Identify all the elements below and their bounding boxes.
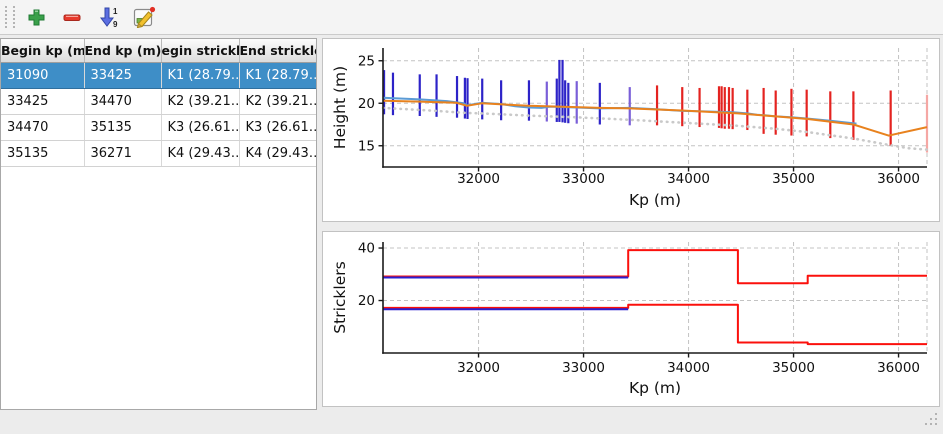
sort-numeric-down-icon: 1 9 xyxy=(97,6,119,28)
table-cell[interactable]: 33425 xyxy=(84,62,162,89)
y-axis-label: Stricklers xyxy=(331,261,349,333)
svg-text:9: 9 xyxy=(113,20,118,28)
tick-labels: 32000 33000 34000 35000 36000 15 20 25 xyxy=(358,53,920,187)
svg-text:35000: 35000 xyxy=(772,360,815,376)
stricklers-plot: 32000 33000 34000 35000 36000 20 40 Kp (m) Stric… xyxy=(331,241,928,397)
tick-marks xyxy=(378,60,900,172)
table-cell[interactable]: 34470 xyxy=(1,114,85,141)
svg-text:1: 1 xyxy=(113,7,118,16)
table-cell[interactable]: 36271 xyxy=(84,140,162,167)
table-cell[interactable]: 33425 xyxy=(1,88,85,115)
edit-document-icon xyxy=(132,6,156,28)
table-cell[interactable]: 34470 xyxy=(84,88,162,115)
table-row[interactable]: 31090 33425 K1 (28.79… K1 (28.79… xyxy=(1,62,316,89)
x-axis-label: Kp (m) xyxy=(629,379,681,397)
table-cell[interactable]: 35135 xyxy=(1,140,85,167)
table-cell[interactable]: K2 (39.21… xyxy=(239,88,316,115)
svg-text:35000: 35000 xyxy=(772,171,815,187)
tick-labels: 32000 33000 34000 35000 36000 20 40 xyxy=(358,241,920,376)
column-header-2[interactable]: egin strickle xyxy=(161,39,240,63)
table-cell[interactable]: K4 (29.43… xyxy=(161,140,240,167)
profile-line-orange xyxy=(382,99,928,137)
table-row[interactable]: 33425 34470 K2 (39.21… K2 (39.21… xyxy=(1,88,316,115)
column-header-3[interactable]: End strickler xyxy=(239,39,316,63)
sort-rows-button[interactable]: 1 9 xyxy=(95,4,121,30)
axes-spines xyxy=(382,242,927,354)
add-row-button[interactable] xyxy=(23,4,49,30)
tick-marks xyxy=(378,247,900,358)
column-header-0[interactable]: Begin kp (m) xyxy=(1,39,85,63)
table-row[interactable]: 35135 36271 K4 (29.43… K4 (29.43… xyxy=(1,140,316,167)
stricklers-chart: 32000 33000 34000 35000 36000 20 40 Kp (m) Stric… xyxy=(322,231,940,407)
svg-text:34000: 34000 xyxy=(667,171,710,187)
column-header-1[interactable]: End kp (m) xyxy=(84,39,162,63)
gridlines xyxy=(383,242,928,353)
plus-icon xyxy=(27,8,46,27)
edit-stricklers-button[interactable] xyxy=(131,4,157,30)
svg-text:32000: 32000 xyxy=(457,360,500,376)
svg-text:25: 25 xyxy=(358,53,375,69)
svg-text:20: 20 xyxy=(358,96,375,112)
height-profile-chart: 32000 33000 34000 35000 36000 15 20 25 Kp (m) Hei… xyxy=(322,38,940,222)
strickler-zones-table-panel: Begin kp (m)End kp (m)egin strickleEnd s… xyxy=(0,38,317,410)
axes-spines xyxy=(382,48,927,168)
table-row[interactable]: 34470 35135 K3 (26.61… K3 (26.61… xyxy=(1,114,316,141)
strickler-major-bed-red xyxy=(383,303,927,346)
table-cell[interactable]: 35135 xyxy=(84,114,162,141)
svg-text:15: 15 xyxy=(358,138,375,154)
resize-grip[interactable] xyxy=(923,411,939,431)
table-cell[interactable]: K3 (26.61… xyxy=(161,114,240,141)
table-cell[interactable]: K3 (26.61… xyxy=(239,114,316,141)
x-axis-label: Kp (m) xyxy=(629,191,681,209)
toolbar-drag-handle[interactable] xyxy=(5,6,15,28)
table-cell[interactable]: K1 (28.79… xyxy=(239,62,316,89)
height-profile-plot: 32000 33000 34000 35000 36000 15 20 25 Kp (m) Hei… xyxy=(331,48,929,209)
table-header-row: Begin kp (m)End kp (m)egin strickleEnd s… xyxy=(1,39,316,63)
svg-text:36000: 36000 xyxy=(877,171,920,187)
table-cell[interactable]: 31090 xyxy=(1,62,85,89)
svg-text:33000: 33000 xyxy=(562,171,605,187)
toolbar: 1 9 xyxy=(0,0,943,35)
table-cell[interactable]: K4 (29.43… xyxy=(239,140,316,167)
svg-text:36000: 36000 xyxy=(877,360,920,376)
table-cell[interactable]: K1 (28.79… xyxy=(161,62,240,89)
strickler-zones-table: Begin kp (m)End kp (m)egin strickleEnd s… xyxy=(1,39,316,167)
minus-icon xyxy=(62,8,82,27)
remove-row-button[interactable] xyxy=(59,4,85,30)
svg-text:34000: 34000 xyxy=(667,360,710,376)
y-axis-label: Height (m) xyxy=(331,66,349,149)
svg-text:32000: 32000 xyxy=(457,171,500,187)
svg-text:33000: 33000 xyxy=(562,360,605,376)
svg-text:40: 40 xyxy=(358,241,375,257)
strickler-minor-bed-red xyxy=(383,249,927,285)
table-cell[interactable]: K2 (39.21… xyxy=(161,88,240,115)
svg-text:20: 20 xyxy=(358,293,375,309)
